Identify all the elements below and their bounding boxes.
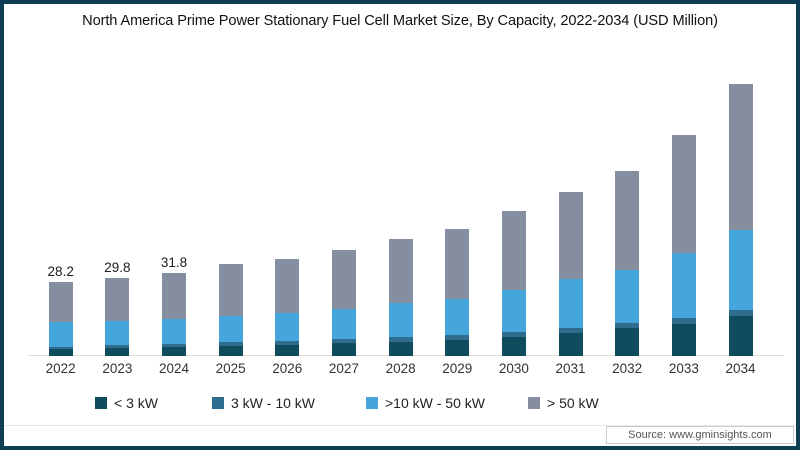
- bar-segment: [445, 229, 470, 300]
- stacked-bar-2023: [105, 277, 130, 356]
- bar-segment: [615, 328, 640, 356]
- bar-segment: [501, 289, 526, 333]
- bar-segment: [218, 342, 243, 346]
- bar-segment: [105, 277, 130, 321]
- x-axis-label: 2024: [158, 361, 190, 376]
- bar-segment: [388, 239, 413, 304]
- bar-segment: [48, 349, 73, 356]
- legend-label: < 3 kW: [114, 395, 158, 411]
- bar-segment: [275, 258, 300, 313]
- bar-segment: [275, 340, 300, 345]
- bar-segment: [671, 323, 696, 356]
- x-axis-label: 2033: [668, 361, 699, 376]
- bar-segment: [728, 310, 753, 316]
- bar-segment: [615, 270, 640, 323]
- bar-value-label: 28.2: [47, 264, 74, 280]
- plot-area: 2022 28.2 2023 29.8 2024 31.8 2025 2026 2027 2028…: [4, 4, 796, 446]
- bar-segment: [728, 229, 753, 311]
- footer-separator: [4, 425, 796, 426]
- bar-segment: [48, 346, 73, 350]
- bar-segment: [671, 318, 696, 324]
- bar-segment: [388, 341, 413, 356]
- x-axis-label: 2027: [328, 361, 359, 376]
- bar-segment: [105, 348, 130, 356]
- stacked-bar-2030: [501, 211, 526, 356]
- bar-value-label: 31.8: [160, 254, 188, 270]
- stacked-bar-2026: [275, 258, 300, 356]
- bar-segment: [48, 321, 73, 347]
- stacked-bar-2025: [218, 264, 243, 356]
- legend-swatch-icon: [528, 397, 540, 409]
- bar-segment: [388, 303, 413, 338]
- bar-segment: [331, 309, 356, 340]
- stacked-bar-2028: [388, 239, 413, 356]
- bar-segment: [445, 339, 470, 356]
- bar-segment: [671, 252, 696, 319]
- bar-segment: [388, 337, 413, 342]
- stacked-bar-2033: [671, 135, 696, 356]
- legend-label: 3 kW - 10 kW: [231, 395, 316, 411]
- legend-item: < 3 kW: [95, 395, 158, 411]
- bar-segment: [275, 344, 300, 356]
- x-axis-label: 2028: [385, 361, 416, 376]
- bar-segment: [218, 345, 243, 356]
- bar-segment: [558, 192, 583, 279]
- x-axis-label: 2023: [102, 361, 133, 376]
- stacked-bar-2034: [728, 84, 753, 356]
- legend-swatch-icon: [212, 397, 224, 409]
- bar-segment: [331, 249, 356, 310]
- stacked-bar-2029: [445, 229, 470, 356]
- source-attribution: Source: www.gminsights.com: [606, 426, 794, 444]
- x-axis-label: 2025: [215, 361, 246, 376]
- legend-swatch-icon: [95, 397, 107, 409]
- legend-label: >10 kW - 50 kW: [385, 395, 485, 411]
- bar-segment: [275, 312, 300, 341]
- bar-segment: [501, 211, 526, 290]
- bar-segment: [615, 171, 640, 271]
- x-axis-label: 2026: [272, 361, 303, 376]
- legend-item: >10 kW - 50 kW: [366, 395, 485, 411]
- legend-item: 3 kW - 10 kW: [212, 395, 315, 411]
- bar-segment: [162, 272, 186, 319]
- bar-segment: [728, 84, 753, 230]
- bar-segment: [501, 332, 526, 337]
- bar-segment: [671, 135, 696, 253]
- x-axis-label: 2030: [498, 361, 529, 376]
- bar-segment: [162, 347, 186, 356]
- bar-segment: [218, 316, 243, 343]
- bar-segment: [558, 332, 583, 356]
- bar-segment: [558, 327, 583, 333]
- x-axis-label: 2034: [725, 361, 756, 376]
- bar-segment: [501, 336, 526, 356]
- x-axis-label: 2032: [612, 361, 643, 376]
- bar-segment: [445, 335, 470, 340]
- bar-segment: [615, 322, 640, 328]
- bar-segment: [105, 345, 130, 349]
- legend-label: > 50 kW: [547, 395, 599, 411]
- stacked-bar-2031: [558, 192, 583, 356]
- bar-segment: [331, 339, 356, 343]
- bar-segment: [558, 278, 583, 328]
- bar-segment: [445, 299, 470, 335]
- bar-segment: [105, 320, 130, 346]
- chart-title: North America Prime Power Stationary Fue…: [82, 13, 718, 29]
- x-axis-label: 2022: [45, 361, 76, 376]
- stacked-bar-2027: [331, 249, 356, 356]
- legend-swatch-icon: [366, 397, 378, 409]
- bar-segment: [331, 342, 356, 356]
- stacked-bar-2032: [615, 171, 640, 356]
- bar-value-label: 29.8: [104, 259, 131, 275]
- legend-item: > 50 kW: [528, 395, 599, 411]
- stacked-bar-2022: [48, 282, 73, 356]
- x-axis-label: 2029: [442, 361, 473, 376]
- bar-segment: [48, 282, 73, 322]
- bar-segment: [162, 318, 186, 345]
- x-axis-label: 2031: [555, 361, 586, 376]
- bar-segment: [218, 264, 243, 317]
- bar-segment: [162, 344, 186, 348]
- bar-segment: [728, 315, 753, 356]
- stacked-bar-2024: [162, 272, 186, 356]
